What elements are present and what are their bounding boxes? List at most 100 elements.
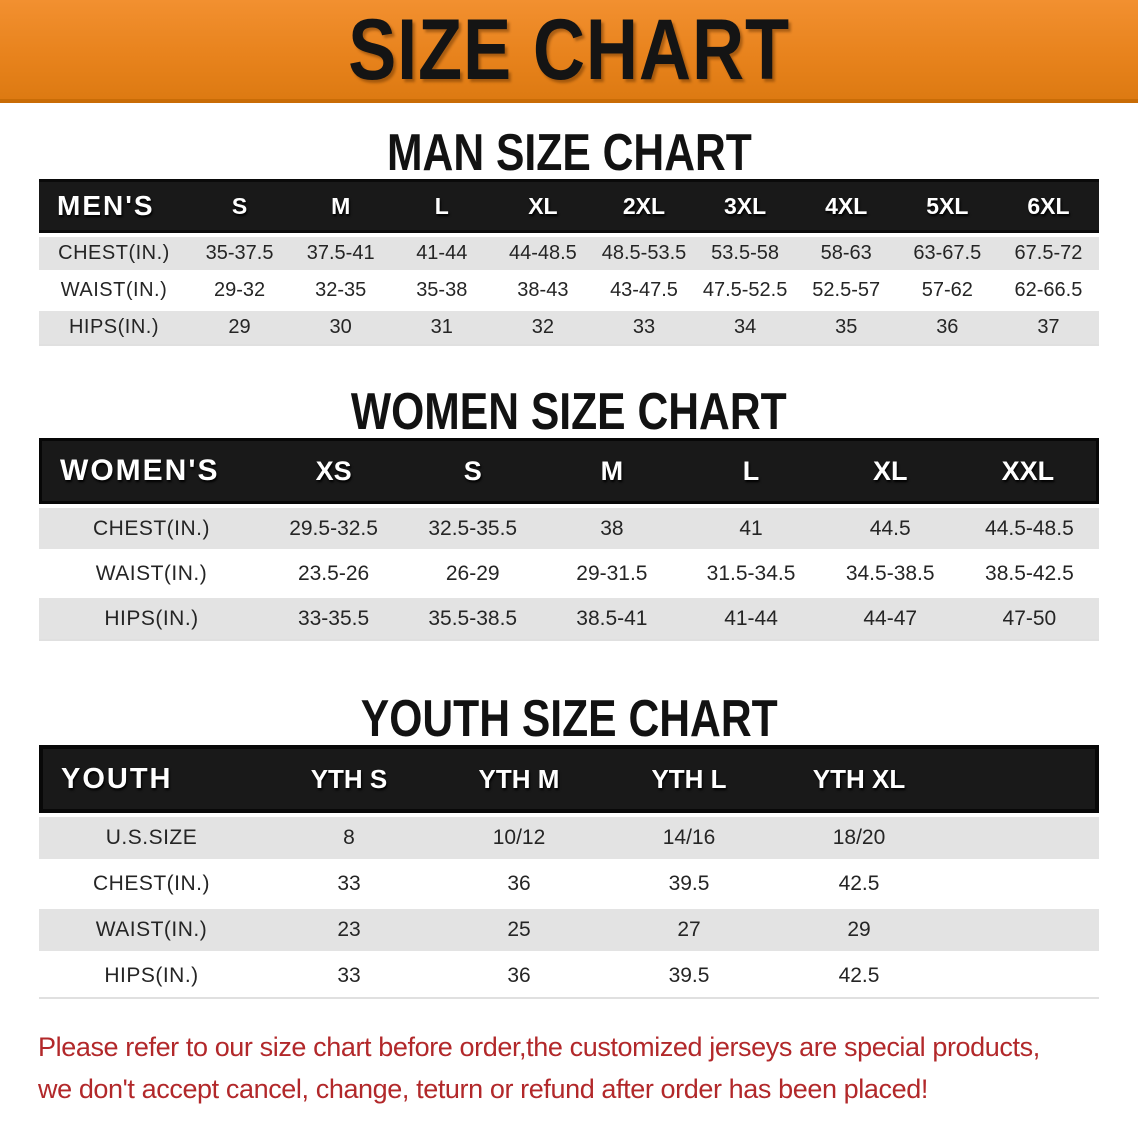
- table-row: CHEST(IN.) 35-37.5 37.5-41 41-44 44-48.5 48.5…: [39, 233, 1099, 270]
- header-row: WOMEN'S XS S M L XL XXL: [39, 438, 1099, 504]
- value-cell: 35: [795, 307, 897, 346]
- value-cell: 18/20: [774, 813, 944, 859]
- table-row: HIPS(IN.) 33 36 39.5 42.5: [39, 951, 1099, 999]
- value-cell: 67.5-72: [997, 233, 1099, 270]
- value-cell: [944, 951, 1099, 999]
- women-size-table: WOMEN'S XS S M L XL XXL CHEST(IN.) 29.5-32.5 32.5…: [39, 438, 1099, 641]
- value-cell: 29.5-32.5: [264, 504, 404, 549]
- size-header-cell: 3XL: [694, 179, 796, 233]
- value-cell: 53.5-58: [694, 233, 796, 270]
- size-header-cell: L: [681, 438, 821, 504]
- value-cell: 58-63: [795, 233, 897, 270]
- value-cell: 38.5-41: [542, 594, 682, 641]
- women-section-heading: WOMEN SIZE CHART: [0, 386, 1138, 438]
- table-row: WAIST(IN.) 23 25 27 29: [39, 905, 1099, 951]
- table-row: HIPS(IN.) 29 30 31 32 33 34 35 36 37: [39, 307, 1099, 346]
- value-cell: 36: [434, 951, 604, 999]
- size-header-cell: XL: [820, 438, 960, 504]
- value-cell: 32-35: [290, 270, 392, 307]
- table-row: U.S.SIZE 8 10/12 14/16 18/20: [39, 813, 1099, 859]
- row-label-cell: HIPS(IN.): [39, 594, 264, 641]
- size-header-cell: 4XL: [795, 179, 897, 233]
- value-cell: 38: [542, 504, 682, 549]
- value-cell: 44.5: [820, 504, 960, 549]
- value-cell: 44-48.5: [492, 233, 594, 270]
- size-header-cell: XL: [492, 179, 594, 233]
- value-cell: 42.5: [774, 951, 944, 999]
- size-header-cell: 2XL: [593, 179, 695, 233]
- youth-size-table: YOUTH YTH S YTH M YTH L YTH XL U.S.SIZE 8 10/12…: [39, 745, 1099, 999]
- size-header-cell: YTH S: [264, 745, 434, 813]
- value-cell: 10/12: [434, 813, 604, 859]
- size-header-cell: S: [403, 438, 543, 504]
- table-row: WAIST(IN.) 23.5-26 26-29 29-31.5 31.5-34.5 34…: [39, 549, 1099, 594]
- size-header-cell: XXL: [959, 438, 1099, 504]
- size-header-cell: YTH XL: [774, 745, 944, 813]
- size-header-cell: 6XL: [997, 179, 1099, 233]
- banner-title: SIZE CHART: [348, 1, 790, 98]
- value-cell: 25: [434, 905, 604, 951]
- value-cell: 8: [264, 813, 434, 859]
- row-label-cell: WAIST(IN.): [39, 905, 264, 951]
- value-cell: 39.5: [604, 951, 774, 999]
- value-cell: 38-43: [492, 270, 594, 307]
- value-cell: 33: [264, 951, 434, 999]
- row-label-cell: CHEST(IN.): [39, 233, 189, 270]
- value-cell: 26-29: [403, 549, 543, 594]
- value-cell: 36: [896, 307, 998, 346]
- value-cell: 27: [604, 905, 774, 951]
- table-row: HIPS(IN.) 33-35.5 35.5-38.5 38.5-41 41-44 44-…: [39, 594, 1099, 641]
- value-cell: 41-44: [681, 594, 821, 641]
- value-cell: 33-35.5: [264, 594, 404, 641]
- value-cell: 41-44: [391, 233, 493, 270]
- men-size-table: MEN'S S M L XL 2XL 3XL 4XL 5XL 6XL CHEST(IN.) 35-37…: [39, 179, 1099, 346]
- size-header-cell: S: [189, 179, 291, 233]
- value-cell: 43-47.5: [593, 270, 695, 307]
- youth-section-heading: YOUTH SIZE CHART: [0, 693, 1138, 745]
- disclaimer: Please refer to our size chart before or…: [38, 1027, 1104, 1111]
- header-row: YOUTH YTH S YTH M YTH L YTH XL: [39, 745, 1099, 813]
- value-cell: [944, 813, 1099, 859]
- value-cell: 38.5-42.5: [959, 549, 1099, 594]
- value-cell: 47.5-52.5: [694, 270, 796, 307]
- value-cell: 48.5-53.5: [593, 233, 695, 270]
- value-cell: [944, 859, 1099, 905]
- value-cell: 33: [264, 859, 434, 905]
- value-cell: 52.5-57: [795, 270, 897, 307]
- row-label-cell: U.S.SIZE: [39, 813, 264, 859]
- value-cell: 35-37.5: [189, 233, 291, 270]
- table-title-cell: YOUTH: [39, 745, 264, 813]
- table-row: WAIST(IN.) 29-32 32-35 35-38 38-43 43-47.5 47.…: [39, 270, 1099, 307]
- value-cell: 35.5-38.5: [403, 594, 543, 641]
- row-label-cell: WAIST(IN.): [39, 270, 189, 307]
- value-cell: 32: [492, 307, 594, 346]
- banner: SIZE CHART: [0, 0, 1138, 103]
- size-header-cell: [944, 745, 1099, 813]
- value-cell: 31.5-34.5: [681, 549, 821, 594]
- size-header-cell: YTH M: [434, 745, 604, 813]
- row-label-cell: CHEST(IN.): [39, 504, 264, 549]
- value-cell: 44.5-48.5: [959, 504, 1099, 549]
- value-cell: 29-31.5: [542, 549, 682, 594]
- value-cell: 34.5-38.5: [820, 549, 960, 594]
- row-label-cell: HIPS(IN.): [39, 951, 264, 999]
- value-cell: 37.5-41: [290, 233, 392, 270]
- table-row: CHEST(IN.) 29.5-32.5 32.5-35.5 38 41 44.5 44.5…: [39, 504, 1099, 549]
- value-cell: 14/16: [604, 813, 774, 859]
- row-label-cell: HIPS(IN.): [39, 307, 189, 346]
- size-header-cell: M: [542, 438, 682, 504]
- value-cell: 37: [997, 307, 1099, 346]
- men-section-heading: MAN SIZE CHART: [0, 127, 1138, 179]
- value-cell: 41: [681, 504, 821, 549]
- value-cell: 32.5-35.5: [403, 504, 543, 549]
- disclaimer-line-2: we don't accept cancel, change, teturn o…: [38, 1073, 928, 1104]
- header-row: MEN'S S M L XL 2XL 3XL 4XL 5XL 6XL: [39, 179, 1099, 233]
- value-cell: [944, 905, 1099, 951]
- size-header-cell: L: [391, 179, 493, 233]
- size-header-cell: 5XL: [896, 179, 998, 233]
- value-cell: 57-62: [896, 270, 998, 307]
- youth-section-heading-text: YOUTH SIZE CHART: [360, 690, 778, 748]
- row-label-cell: CHEST(IN.): [39, 859, 264, 905]
- men-section-heading-text: MAN SIZE CHART: [386, 124, 752, 182]
